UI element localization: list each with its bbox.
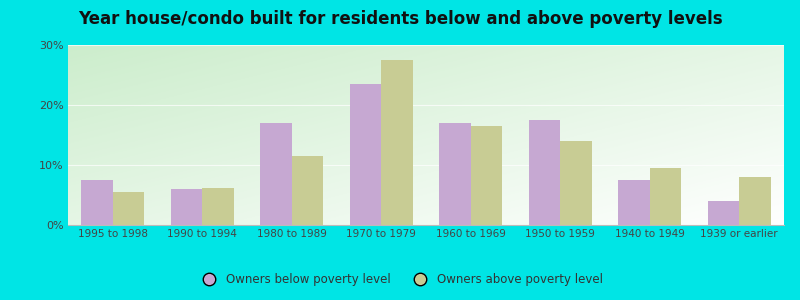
Bar (739, 177, 770, 225)
Bar (560, 141, 591, 225)
Bar (171, 189, 202, 225)
Bar (470, 126, 502, 225)
Text: Year house/condo built for residents below and above poverty levels: Year house/condo built for residents bel… (78, 11, 722, 28)
Bar (529, 120, 560, 225)
Legend: Owners below poverty level, Owners above poverty level: Owners below poverty level, Owners above… (193, 269, 607, 291)
Bar (439, 123, 470, 225)
Bar (618, 180, 650, 225)
Bar (113, 192, 144, 225)
Bar (708, 201, 739, 225)
Bar (202, 188, 234, 225)
Bar (261, 123, 292, 225)
Bar (382, 60, 413, 225)
Bar (350, 84, 382, 225)
Bar (82, 180, 113, 225)
Bar (292, 156, 323, 225)
Bar (650, 168, 681, 225)
